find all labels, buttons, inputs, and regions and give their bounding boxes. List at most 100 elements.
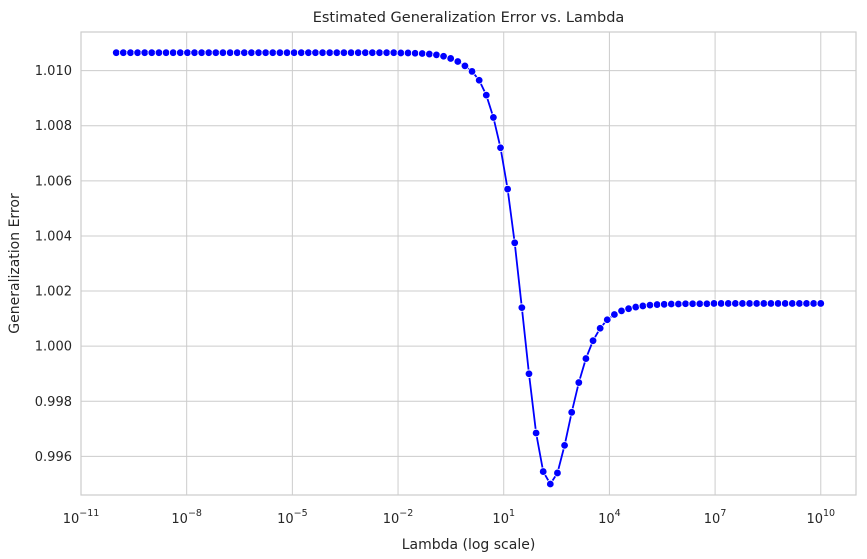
x-tick-label: 10−11 xyxy=(63,508,100,527)
data-point xyxy=(183,48,192,57)
data-point xyxy=(154,48,164,57)
data-point xyxy=(119,48,128,57)
data-point xyxy=(460,61,470,71)
data-point xyxy=(567,408,576,417)
data-point xyxy=(368,48,377,57)
y-tick-label: 1.006 xyxy=(35,174,72,189)
y-tick-label: 1.000 xyxy=(35,340,72,355)
x-tick-label: 104 xyxy=(598,508,621,527)
data-point xyxy=(681,299,690,308)
data-point xyxy=(631,302,640,312)
data-point xyxy=(161,48,171,57)
data-point xyxy=(418,49,427,58)
data-point xyxy=(709,299,719,308)
x-tick-exponent: −11 xyxy=(79,508,99,519)
data-point xyxy=(645,300,655,310)
data-point xyxy=(809,299,818,308)
data-point xyxy=(816,299,825,308)
data-point xyxy=(112,48,121,57)
data-point xyxy=(176,48,185,57)
y-tick-label: 0.996 xyxy=(35,450,72,465)
data-point xyxy=(588,336,598,345)
data-point xyxy=(147,48,156,57)
y-axis-label: Generalization Error xyxy=(7,193,23,334)
data-point xyxy=(439,52,448,61)
data-point xyxy=(403,48,413,58)
data-point xyxy=(702,299,712,308)
x-tick-base: 10 xyxy=(806,512,823,527)
data-point xyxy=(745,299,754,308)
data-point xyxy=(346,48,356,57)
data-point xyxy=(660,300,669,309)
data-point xyxy=(603,315,612,324)
data-point xyxy=(688,299,697,308)
grid-layer xyxy=(80,32,856,495)
y-tick-label: 0.998 xyxy=(35,395,72,410)
x-tick-base: 10 xyxy=(598,512,615,527)
data-point xyxy=(318,48,327,57)
data-point xyxy=(133,48,142,57)
data-point xyxy=(759,299,769,308)
y-tick-label: 1.004 xyxy=(35,229,72,244)
x-tick-exponent: 4 xyxy=(615,508,621,519)
x-tick-label: 1010 xyxy=(806,508,835,527)
data-point xyxy=(617,306,626,316)
data-point xyxy=(496,143,505,152)
data-point xyxy=(531,428,541,438)
x-tick-exponent: 1 xyxy=(509,508,515,519)
y-tick-label: 1.008 xyxy=(35,119,72,134)
data-point xyxy=(240,48,249,57)
x-tick-base: 10 xyxy=(171,512,188,527)
data-point xyxy=(474,76,484,85)
x-tick-exponent: 7 xyxy=(720,508,726,519)
data-point xyxy=(168,48,178,57)
data-point xyxy=(766,299,776,308)
data-point xyxy=(375,48,384,57)
data-point xyxy=(247,48,256,57)
data-point xyxy=(304,48,313,57)
data-point xyxy=(553,468,562,478)
data-point xyxy=(268,48,277,57)
y-tick-label: 1.010 xyxy=(35,64,72,79)
data-point xyxy=(638,301,648,311)
x-tick-exponent: 10 xyxy=(823,508,835,519)
x-tick-base: 10 xyxy=(63,512,80,527)
data-point xyxy=(539,467,548,476)
data-point xyxy=(510,238,519,248)
data-point xyxy=(254,48,263,57)
data-point xyxy=(773,299,783,308)
data-point xyxy=(524,369,534,378)
data-point xyxy=(752,299,761,308)
data-point xyxy=(204,48,213,57)
data-point xyxy=(795,299,804,308)
x-tick-label: 10−8 xyxy=(171,508,202,527)
data-point xyxy=(482,90,491,100)
data-point xyxy=(695,299,704,308)
data-point xyxy=(624,304,633,313)
data-point xyxy=(233,48,242,57)
x-tick-base: 10 xyxy=(277,512,294,527)
x-tick-base: 10 xyxy=(383,512,400,527)
x-tick-exponent: −5 xyxy=(294,508,308,519)
data-point xyxy=(382,48,391,57)
data-point xyxy=(716,299,726,308)
data-point xyxy=(325,48,334,57)
data-point xyxy=(396,48,406,58)
data-point xyxy=(361,48,370,57)
data-point xyxy=(517,303,527,312)
data-point xyxy=(595,324,605,333)
plot-frame xyxy=(80,31,857,496)
data-point xyxy=(674,299,683,309)
data-point xyxy=(190,48,199,57)
data-point xyxy=(453,57,462,66)
data-point xyxy=(560,441,569,450)
data-point xyxy=(218,48,228,57)
data-point xyxy=(140,48,149,57)
x-axis-label: Lambda (log scale) xyxy=(402,537,536,553)
data-point xyxy=(738,299,747,308)
data-point xyxy=(275,48,285,57)
data-point xyxy=(546,479,555,489)
chart-title: Estimated Generalization Error vs. Lambd… xyxy=(313,10,625,26)
x-tick-label: 10−5 xyxy=(277,508,308,527)
